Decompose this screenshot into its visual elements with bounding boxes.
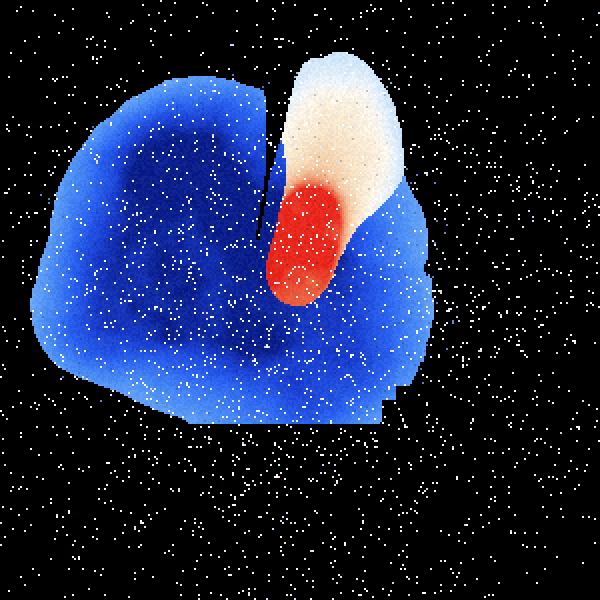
velocity-map-raster: [0, 0, 600, 600]
velocity-map-figure: [0, 0, 600, 600]
